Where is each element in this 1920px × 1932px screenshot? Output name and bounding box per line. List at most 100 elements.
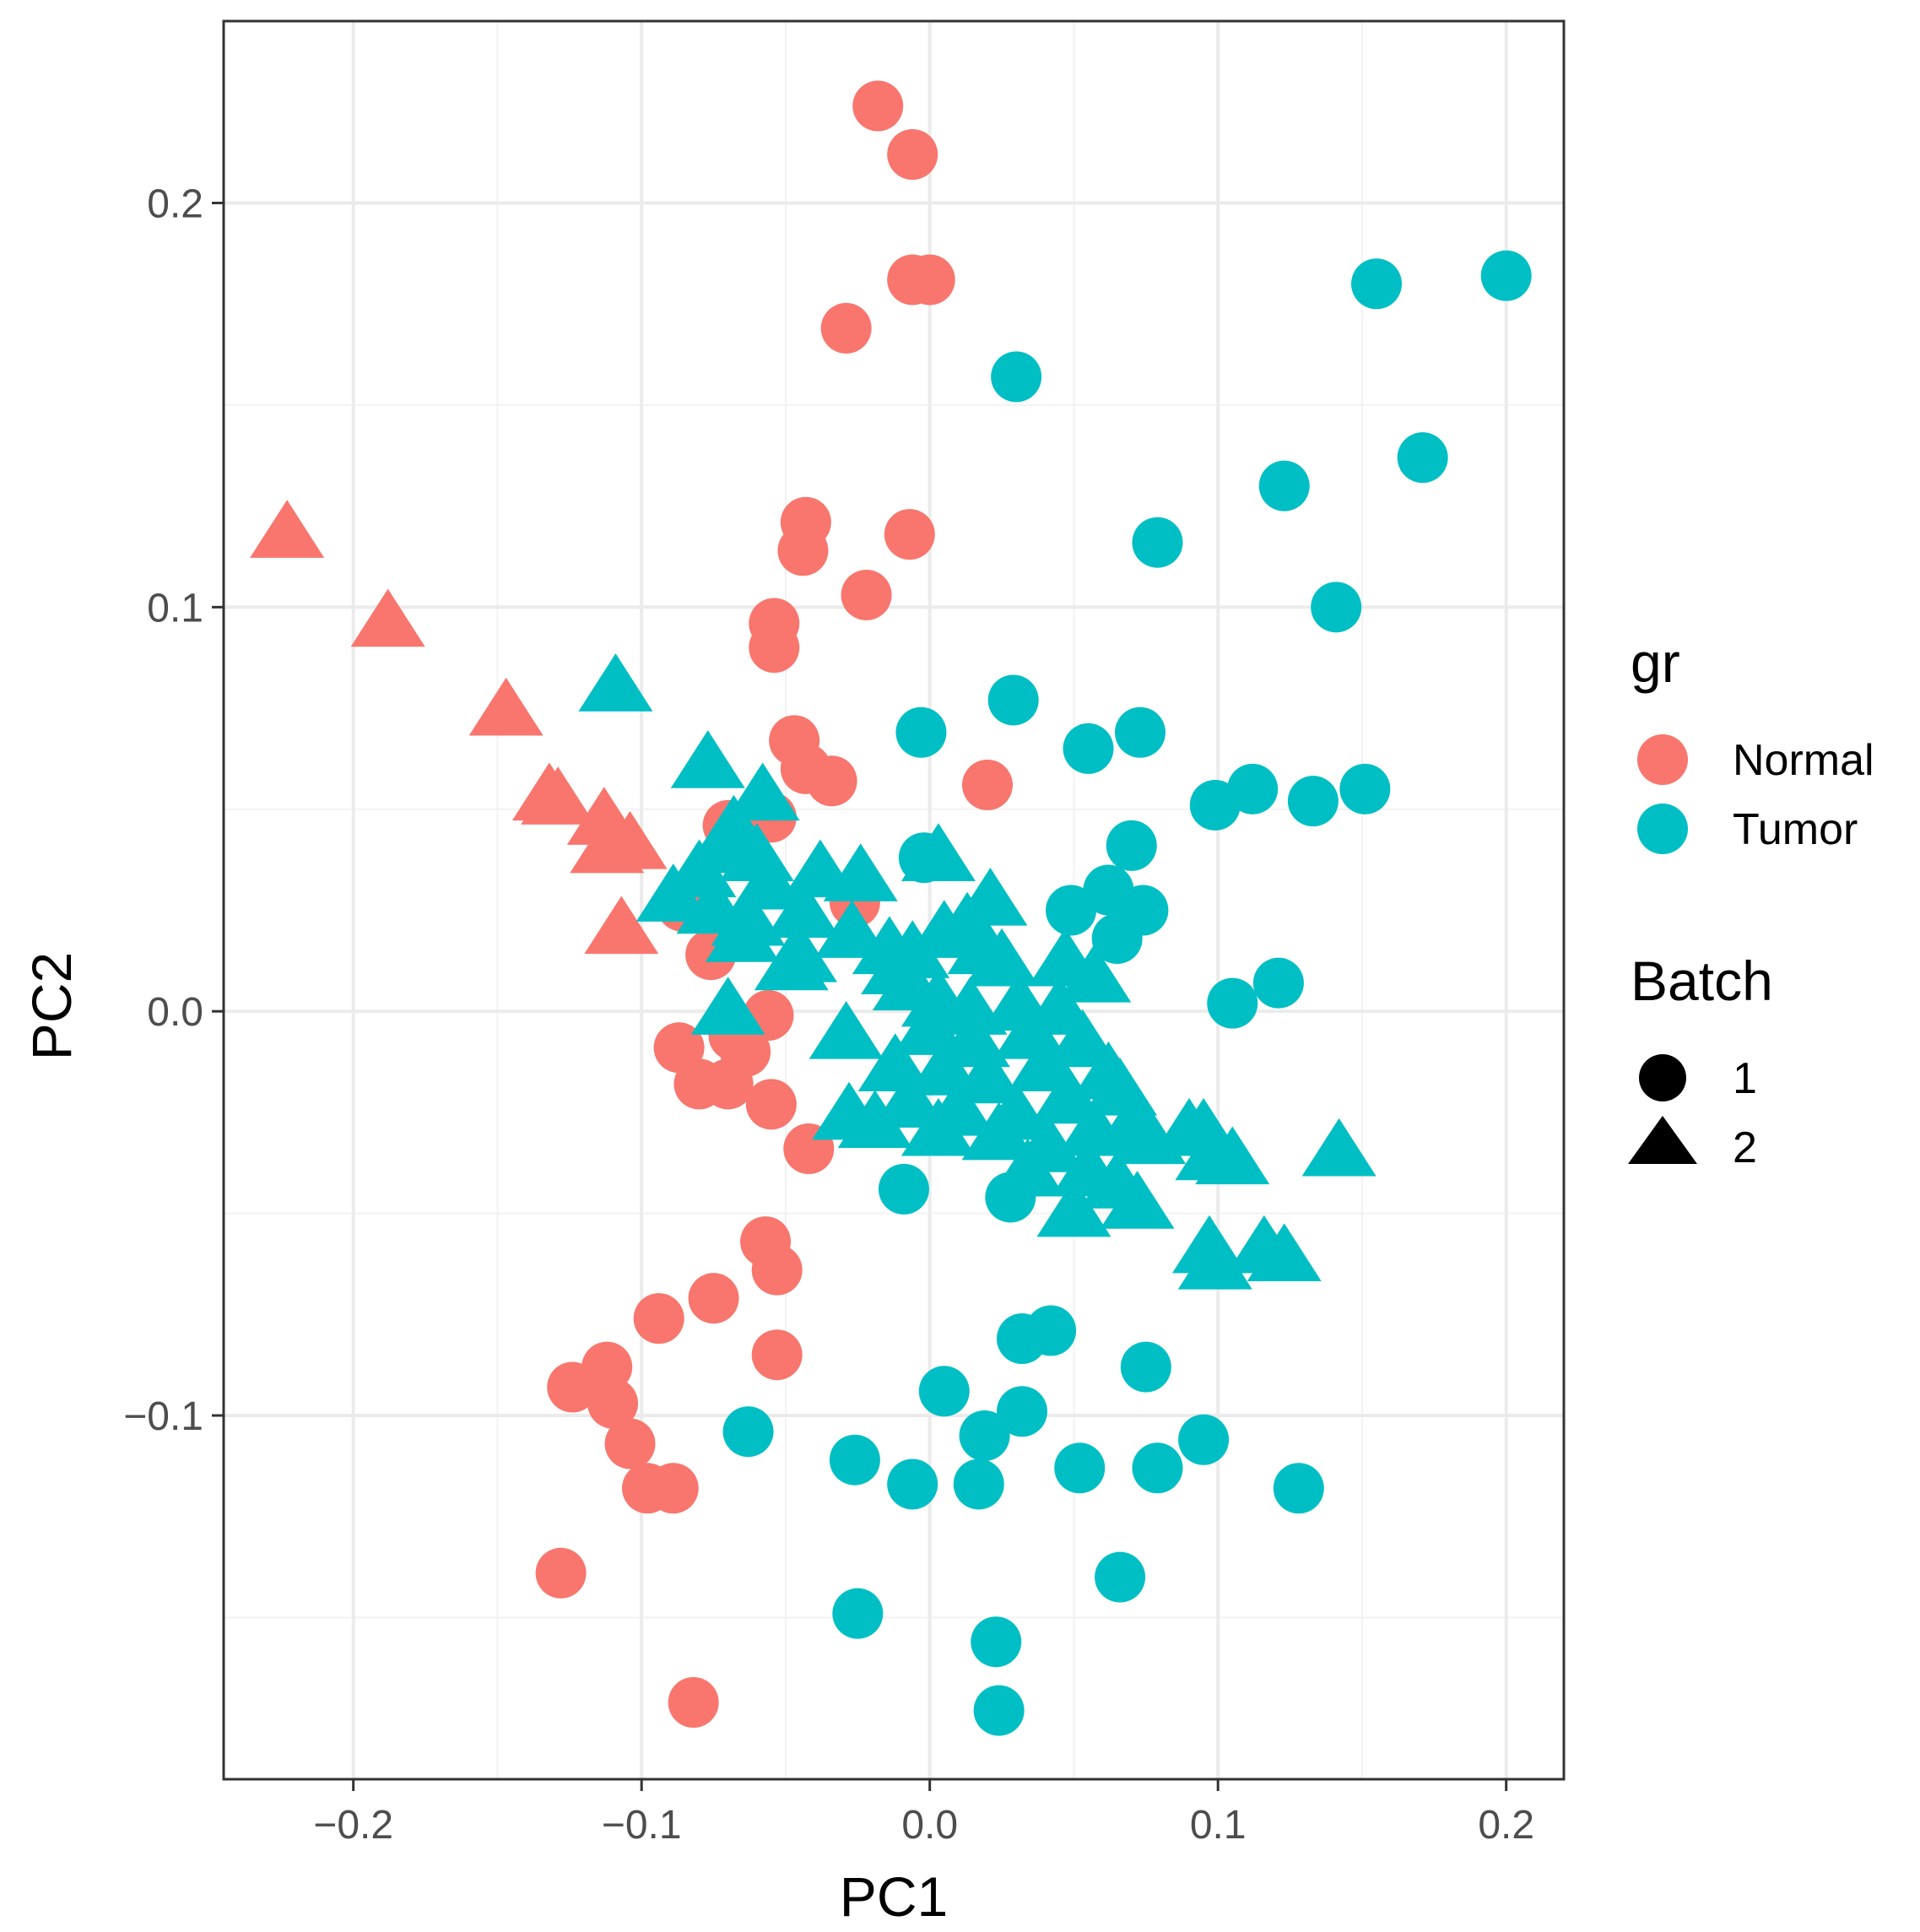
point-tumor-batch1	[1252, 957, 1304, 1009]
point-normal-batch1	[961, 760, 1013, 811]
point-tumor-batch1	[1120, 1341, 1171, 1393]
axis-ticks: −0.2 −0.1 0.0 0.1 0.2 −0.1 0.0 0.1 0.2	[123, 181, 1534, 1848]
point-normal-batch2	[468, 677, 544, 736]
point-tumor-batch2	[965, 928, 1040, 987]
point-tumor-batch1	[887, 1458, 938, 1510]
point-normal-batch1	[535, 1547, 587, 1599]
point-tumor-batch2	[765, 879, 841, 938]
point-tumor-batch2	[812, 1081, 887, 1140]
point-normal-batch1	[751, 1329, 803, 1381]
point-normal-batch1	[904, 254, 955, 306]
point-tumor-batch1	[1480, 250, 1532, 301]
point-tumor-batch1	[895, 706, 947, 758]
x-axis-title: PC1	[840, 1865, 948, 1928]
point-tumor-batch1	[1095, 1551, 1146, 1603]
point-tumor-batch1	[1339, 763, 1391, 814]
legend-batch1-label: 1	[1733, 1054, 1757, 1103]
x-tick-label: 0.1	[1190, 1803, 1247, 1848]
point-normal-batch1	[751, 1244, 803, 1296]
point-tumor-batch1	[1207, 977, 1258, 1029]
point-normal-batch2	[521, 766, 596, 825]
point-tumor-batch1	[991, 351, 1042, 403]
point-tumor-batch2	[635, 863, 711, 922]
point-tumor-batch1	[829, 1434, 880, 1486]
point-tumor-batch1	[1178, 1414, 1230, 1465]
point-tumor-batch2	[1301, 1118, 1376, 1177]
point-tumor-batch2	[990, 1138, 1065, 1197]
point-tumor-batch1	[1351, 258, 1403, 310]
point-tumor-batch2	[754, 932, 829, 991]
point-normal-batch1	[688, 1273, 739, 1324]
data-points	[250, 80, 1532, 1736]
point-tumor-batch2	[1045, 1009, 1120, 1068]
point-tumor-batch2	[872, 1069, 947, 1128]
point-tumor-batch1	[918, 1366, 970, 1417]
point-normal-batch1	[884, 509, 935, 560]
y-tick-label: 0.1	[147, 586, 203, 630]
legend-batch2-swatch	[1628, 1116, 1697, 1164]
point-tumor-batch2	[578, 653, 653, 712]
legend-color-title: gr	[1631, 631, 1680, 694]
point-normal-batch1	[745, 1079, 797, 1130]
point-tumor-batch2	[1030, 1065, 1106, 1124]
point-normal-batch1	[702, 1058, 754, 1110]
y-tick-label: 0.0	[147, 990, 203, 1035]
point-tumor-batch2	[901, 823, 976, 881]
point-tumor-batch1	[973, 1685, 1025, 1736]
x-tick-label: −0.1	[602, 1803, 682, 1848]
point-tumor-batch1	[959, 1410, 1010, 1461]
point-tumor-batch2	[949, 1045, 1025, 1104]
point-tumor-batch1	[1287, 776, 1339, 827]
point-tumor-batch1	[1132, 1442, 1183, 1494]
point-tumor-batch1	[953, 1458, 1004, 1510]
point-tumor-batch1	[996, 1386, 1047, 1437]
legend-normal-swatch	[1637, 734, 1688, 785]
legend-batch1-swatch	[1639, 1054, 1686, 1101]
point-normal-batch1	[604, 1418, 656, 1469]
legend-tumor-swatch	[1637, 804, 1688, 854]
point-tumor-batch2	[961, 1101, 1036, 1161]
point-tumor-batch1	[1106, 820, 1157, 871]
point-tumor-batch2	[705, 904, 780, 962]
point-tumor-batch1	[878, 1163, 929, 1215]
point-tumor-batch2	[906, 1037, 982, 1096]
point-tumor-batch2	[1177, 1231, 1252, 1290]
y-axis-title: PC2	[20, 952, 83, 1060]
point-normal-batch2	[250, 500, 325, 558]
point-tumor-batch1	[996, 1313, 1047, 1365]
point-tumor-batch2	[1057, 944, 1132, 1003]
x-tick-label: −0.2	[313, 1803, 393, 1848]
legend: gr Normal Tumor Batch 1 2	[1628, 631, 1874, 1172]
point-normal-batch1	[749, 622, 800, 674]
point-tumor-batch1	[1273, 1463, 1324, 1514]
point-normal-batch1	[820, 302, 872, 354]
point-tumor-batch2	[892, 997, 967, 1055]
point-tumor-batch2	[809, 1000, 884, 1059]
point-tumor-batch1	[1311, 582, 1362, 633]
y-tick-label: 0.2	[147, 181, 203, 226]
point-normal-batch1	[587, 1377, 639, 1429]
point-tumor-batch1	[1189, 779, 1241, 831]
point-normal-batch1	[777, 525, 829, 576]
x-tick-label: 0.0	[901, 1803, 958, 1848]
point-tumor-batch2	[725, 762, 800, 821]
point-normal-batch1	[668, 1677, 719, 1729]
legend-normal-label: Normal	[1733, 736, 1874, 785]
point-tumor-batch1	[1046, 885, 1097, 936]
point-tumor-batch1	[987, 674, 1039, 726]
x-tick-label: 0.2	[1478, 1803, 1534, 1848]
point-normal-batch2	[350, 588, 425, 647]
point-normal-batch1	[852, 80, 904, 132]
point-normal-batch2	[584, 896, 659, 955]
panel-border	[222, 19, 1566, 1781]
point-normal-batch1	[841, 569, 892, 620]
point-tumor-batch1	[722, 1406, 774, 1458]
legend-shape-title: Batch	[1631, 950, 1773, 1012]
point-normal-batch1	[633, 1293, 684, 1345]
point-tumor-batch2	[1083, 1058, 1158, 1116]
point-tumor-batch1	[1054, 1442, 1106, 1494]
point-tumor-batch1	[1091, 912, 1143, 964]
point-normal-batch1	[647, 1463, 699, 1514]
point-normal-batch1	[806, 755, 857, 807]
